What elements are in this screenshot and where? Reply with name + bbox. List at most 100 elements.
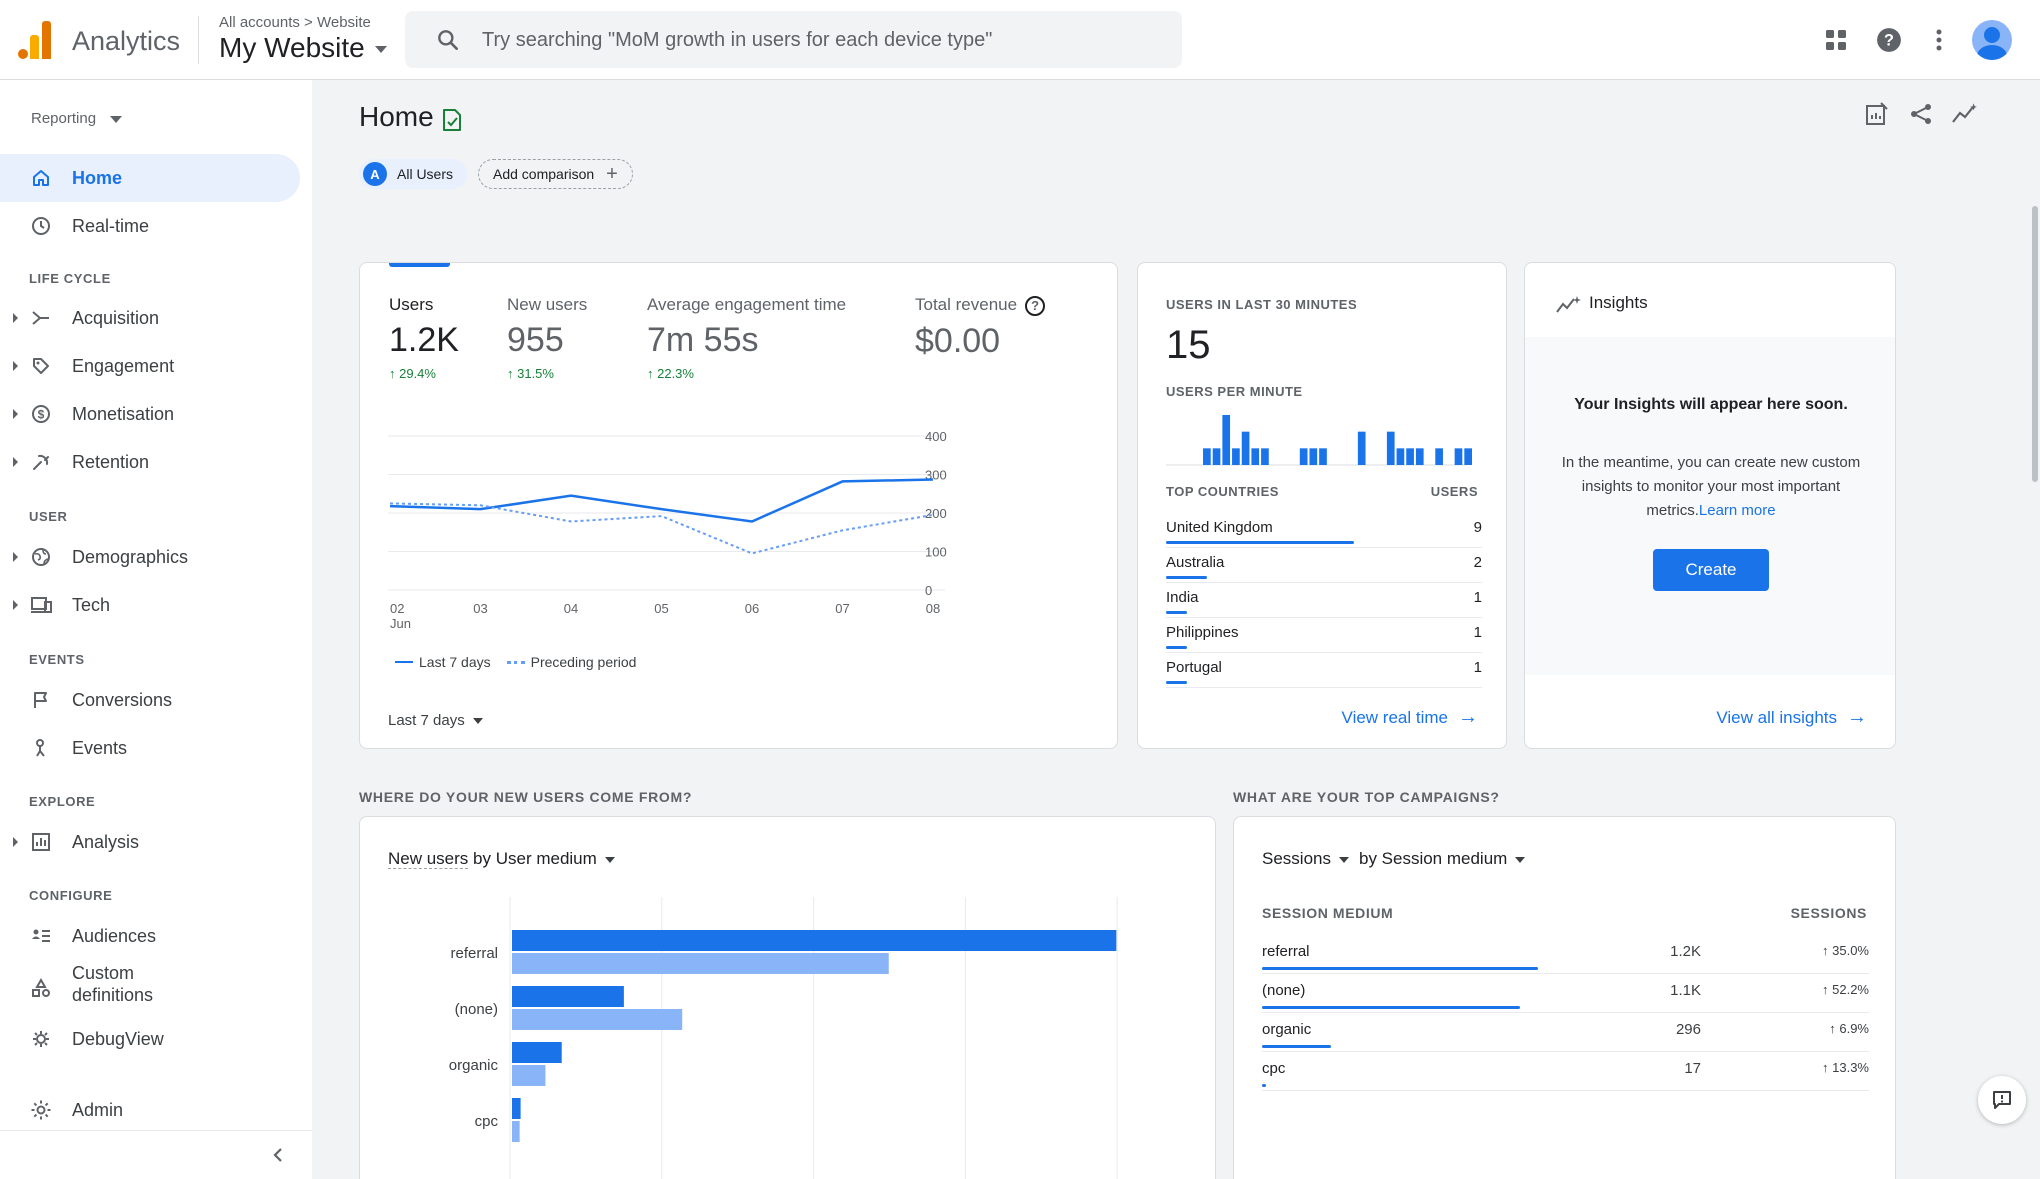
help-icon[interactable]: ? bbox=[1871, 22, 1907, 58]
sidebar-item-audiences[interactable]: Audiences bbox=[0, 912, 300, 960]
metric-new-users[interactable]: New users 955 ↑ 31.5% bbox=[507, 295, 587, 381]
retention-icon bbox=[30, 451, 52, 473]
sidebar-item-analysis[interactable]: Analysis bbox=[0, 818, 300, 866]
app-name: Analytics bbox=[72, 26, 181, 56]
sidebar-item-debugview[interactable]: DebugView bbox=[0, 1015, 300, 1063]
sidebar-item-engagement[interactable]: Engagement bbox=[0, 342, 300, 390]
campaign-row[interactable]: organic 296 ↑ 6.9% bbox=[1262, 1013, 1869, 1052]
customize-report-icon[interactable] bbox=[441, 108, 463, 137]
all-users-chip[interactable]: A All Users bbox=[359, 159, 468, 189]
more-vert-icon[interactable] bbox=[1921, 22, 1957, 58]
per-minute-bar bbox=[1319, 448, 1327, 465]
x-tick-label: 02 bbox=[390, 601, 404, 616]
x-tick-label: 04 bbox=[564, 601, 578, 616]
section-explore: EXPLORE bbox=[29, 794, 96, 809]
svg-text:$: $ bbox=[38, 408, 45, 422]
bar-previous bbox=[512, 1009, 683, 1030]
country-users: 1 bbox=[1473, 624, 1482, 641]
account-avatar[interactable] bbox=[1972, 20, 2012, 60]
apps-grid-icon[interactable] bbox=[1818, 22, 1854, 58]
source-metric-label: New users bbox=[388, 849, 469, 869]
share-icon[interactable] bbox=[1903, 96, 1939, 132]
campaign-medium: organic bbox=[1262, 1021, 1312, 1038]
collapse-sidebar-chevron-left-icon[interactable] bbox=[270, 1146, 286, 1169]
bar-previous bbox=[512, 953, 889, 974]
bar-previous bbox=[512, 1065, 546, 1086]
campaign-change: ↑ 35.0% bbox=[1822, 943, 1869, 958]
sidebar-item-label: Demographics bbox=[72, 546, 189, 567]
chevron-down-icon bbox=[1515, 856, 1526, 863]
bar-current bbox=[512, 1098, 521, 1119]
sidebar-item-realtime[interactable]: Real-time bbox=[0, 202, 300, 250]
view-real-time-label: View real time bbox=[1341, 707, 1448, 727]
analytics-logo[interactable] bbox=[18, 21, 52, 59]
sidebar-item-conversions[interactable]: Conversions bbox=[0, 676, 300, 724]
dollar-icon: $ bbox=[30, 403, 52, 425]
expand-arrow-icon bbox=[13, 457, 18, 467]
y-tick-label: 400 bbox=[925, 429, 947, 444]
metric-users[interactable]: Users 1.2K ↑ 29.4% bbox=[389, 295, 459, 381]
view-all-insights-link[interactable]: View all insights → bbox=[1716, 706, 1867, 729]
sidebar-item-tech[interactable]: Tech bbox=[0, 581, 300, 629]
expand-arrow-icon bbox=[13, 552, 18, 562]
help-icon[interactable]: ? bbox=[1025, 295, 1046, 316]
metric-avg-engagement[interactable]: Average engagement time 7m 55s ↑ 22.3% bbox=[647, 295, 846, 381]
campaign-row[interactable]: (none) 1.1K ↑ 52.2% bbox=[1262, 974, 1869, 1013]
source-metric-dropdown[interactable]: New users by User medium bbox=[388, 849, 615, 869]
sidebar-item-monetisation[interactable]: $ Monetisation bbox=[0, 390, 300, 438]
sidebar-item-events[interactable]: Events bbox=[0, 724, 300, 772]
reporting-selector[interactable]: Reporting bbox=[31, 110, 123, 127]
edit-report-icon[interactable] bbox=[1859, 96, 1895, 132]
property-name: My Website bbox=[219, 32, 365, 63]
sidebar-item-retention[interactable]: Retention bbox=[0, 438, 300, 486]
insights-description: In the meantime, you can create new cust… bbox=[1561, 451, 1861, 523]
country-row[interactable]: India 1 bbox=[1166, 583, 1482, 618]
metric-value: $0.00 bbox=[915, 321, 1001, 360]
sidebar-item-custom-definitions[interactable]: Custom definitions bbox=[0, 960, 300, 1016]
all-users-label: All Users bbox=[397, 166, 454, 182]
globe-icon bbox=[30, 546, 52, 568]
add-comparison-button[interactable]: Add comparison + bbox=[478, 159, 633, 189]
per-minute-bar bbox=[1454, 448, 1463, 465]
add-comparison-label: Add comparison bbox=[493, 166, 595, 182]
sidebar-item-acquisition[interactable]: Acquisition bbox=[0, 294, 300, 342]
country-row[interactable]: Portugal 1 bbox=[1166, 653, 1482, 688]
metric-total-revenue[interactable]: Total revenue? $0.00 bbox=[915, 295, 1046, 361]
y-tick-label: 200 bbox=[925, 506, 947, 521]
x-tick-label: 07 bbox=[835, 601, 849, 616]
sidebar-item-admin[interactable]: Admin bbox=[0, 1086, 300, 1134]
feedback-button[interactable] bbox=[1978, 1076, 2026, 1124]
insights-trend-icon[interactable] bbox=[1947, 96, 1983, 132]
custom-definitions-line-2: definitions bbox=[72, 985, 154, 1005]
campaign-metric-dropdown[interactable]: Sessions by Session medium bbox=[1262, 849, 1526, 869]
country-name: United Kingdom bbox=[1166, 519, 1273, 536]
category-label: cpc bbox=[475, 1113, 499, 1130]
expand-arrow-icon bbox=[13, 600, 18, 610]
campaign-row[interactable]: cpc 17 ↑ 13.3% bbox=[1262, 1052, 1869, 1091]
svg-text:?: ? bbox=[1884, 31, 1894, 49]
sidebar-item-demographics[interactable]: Demographics bbox=[0, 533, 300, 581]
new-users-by-medium-chart: referral (none) organic cpc bbox=[449, 897, 1118, 1179]
metric-value: 955 bbox=[507, 321, 564, 359]
create-insight-button[interactable]: Create bbox=[1653, 549, 1769, 591]
country-share-bar bbox=[1166, 646, 1187, 649]
page-scrollbar[interactable] bbox=[2032, 206, 2038, 482]
search-bar[interactable]: Try searching "MoM growth in users for e… bbox=[405, 11, 1182, 68]
arrow-right-icon: → bbox=[1458, 706, 1478, 728]
property-selector[interactable]: My Website bbox=[219, 32, 387, 64]
country-row[interactable]: United Kingdom 9 bbox=[1166, 513, 1482, 548]
date-range-dropdown[interactable]: Last 7 days bbox=[388, 712, 483, 729]
per-minute-bar bbox=[1435, 448, 1443, 465]
view-real-time-link[interactable]: View real time → bbox=[1342, 706, 1478, 729]
sidebar-item-home[interactable]: Home bbox=[0, 154, 300, 202]
per-minute-bar bbox=[1406, 448, 1414, 465]
country-row[interactable]: Australia 2 bbox=[1166, 548, 1482, 583]
campaign-row[interactable]: referral 1.2K ↑ 35.0% bbox=[1262, 935, 1869, 974]
row-divider bbox=[1166, 687, 1482, 688]
learn-more-link[interactable]: Learn more bbox=[1698, 502, 1776, 519]
account-breadcrumb[interactable]: All accounts > Website bbox=[219, 14, 371, 31]
country-row[interactable]: Philippines 1 bbox=[1166, 618, 1482, 653]
country-name: Philippines bbox=[1166, 624, 1239, 641]
campaign-sessions: 1.2K bbox=[1670, 943, 1701, 960]
